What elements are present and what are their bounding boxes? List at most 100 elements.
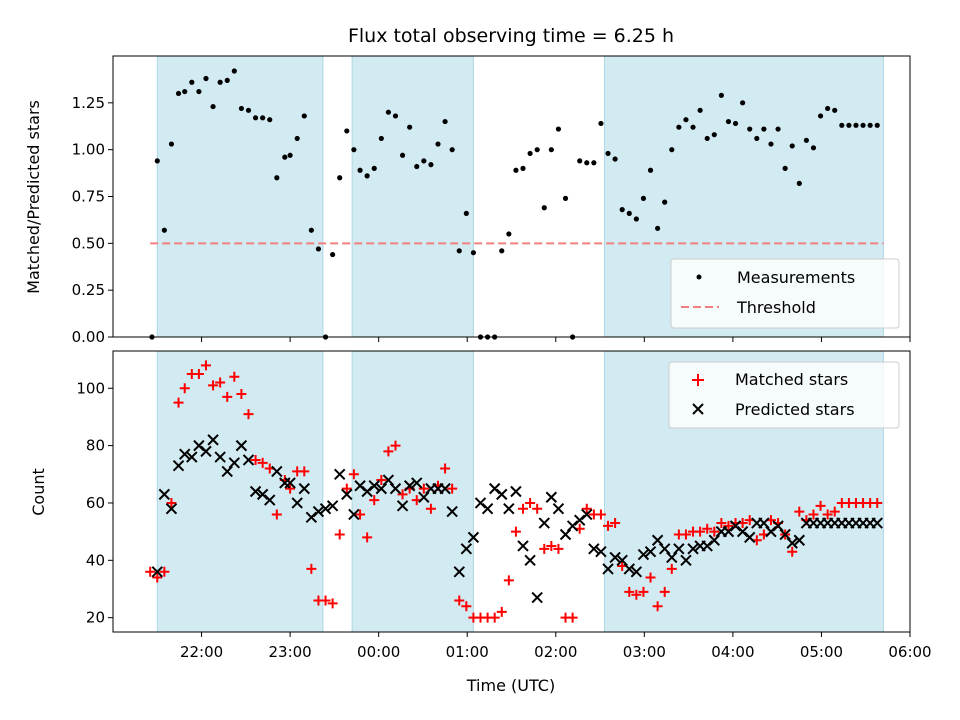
measurement-point <box>435 141 441 147</box>
x-tick-label: 04:00 <box>711 643 754 661</box>
matched-stars-point <box>440 463 451 474</box>
matched-stars-point <box>822 509 833 520</box>
legend-threshold-label: Threshold <box>736 298 816 317</box>
predicted-stars-point <box>496 488 508 501</box>
predicted-stars-point <box>200 445 212 458</box>
measurement-point <box>789 143 795 149</box>
measurement-point <box>392 113 399 119</box>
predicted-stars-point <box>284 477 296 489</box>
measurement-point <box>832 107 838 113</box>
matched-stars-point <box>285 483 296 494</box>
y-tick-label: 0.50 <box>72 234 105 252</box>
measurement-point <box>555 126 562 132</box>
predicted-stars-point <box>786 537 798 549</box>
predicted-stars-point <box>186 451 198 463</box>
measurement-point <box>803 137 809 143</box>
predicted-stars-point <box>644 546 657 558</box>
measurement-point <box>294 135 300 142</box>
matched-stars-point <box>787 546 798 557</box>
matched-stars-point <box>539 543 550 554</box>
y-tick-label: 60 <box>86 494 105 512</box>
matched-stars-point <box>250 454 261 465</box>
measurement-point <box>414 163 420 170</box>
measurement-point <box>428 162 434 168</box>
measurement-point <box>168 141 175 147</box>
predicted-stars-point <box>637 548 650 561</box>
predicted-stars-point <box>538 517 550 529</box>
matched-stars-point <box>369 495 380 506</box>
measurement-point <box>633 216 639 222</box>
predicted-stars-point <box>249 485 262 498</box>
predicted-stars-point <box>333 468 346 481</box>
predicted-stars-point <box>151 566 163 578</box>
measurement-point <box>399 152 406 158</box>
matched-stars-point <box>510 526 521 537</box>
predicted-stars-point <box>221 465 233 478</box>
predicted-stars-point <box>871 517 883 529</box>
matched-stars-point <box>532 503 543 514</box>
measurement-point <box>154 158 160 164</box>
measurement-point <box>754 135 760 142</box>
measurement-point <box>839 122 845 128</box>
predicted-stars-point <box>207 434 219 446</box>
predicted-stars-point <box>623 563 635 575</box>
predicted-stars-point <box>319 502 332 515</box>
matched-stars-point <box>390 440 401 451</box>
predicted-stars-point <box>531 591 543 604</box>
legend-measurements-label: Measurements <box>737 268 855 287</box>
measurement-point <box>407 124 413 130</box>
matched-stars-point <box>425 503 436 514</box>
matched-stars-point <box>362 532 373 543</box>
predicted-stars-point <box>439 482 451 495</box>
measurement-point <box>605 150 611 157</box>
measurement-point <box>732 120 739 127</box>
predicted-stars-point <box>341 488 353 501</box>
bottom-legend-box <box>668 361 900 429</box>
measurement-point <box>344 128 350 134</box>
measurement-point <box>874 122 880 128</box>
measurement-point <box>231 68 237 74</box>
measurement-point <box>725 118 732 125</box>
predicted-stars-point <box>602 563 614 575</box>
matched-stars-point <box>829 506 840 517</box>
x-tick-label: 01:00 <box>446 643 489 661</box>
y-tick-label: 0.00 <box>72 328 105 346</box>
x-tick-label: 22:00 <box>180 643 223 661</box>
predicted-stars-point <box>467 531 480 544</box>
y-tick-label: 20 <box>86 609 105 627</box>
predicted-stars-point <box>630 566 643 578</box>
predicted-stars-point <box>411 477 423 489</box>
x-tick-label: 06:00 <box>888 643 931 661</box>
matched-stars-point <box>200 360 211 371</box>
measurement-point <box>238 105 245 112</box>
predicted-stars-point <box>552 502 565 515</box>
measurement-point <box>351 147 357 153</box>
measurement-point <box>364 173 370 179</box>
measurement-point <box>867 122 873 128</box>
matched-stars-point <box>581 503 592 514</box>
predicted-stars-point <box>779 528 791 541</box>
matched-stars-point <box>145 566 156 577</box>
measurement-point <box>463 210 469 216</box>
observing-interval-band <box>351 350 474 633</box>
measurement-point <box>810 145 817 151</box>
bottom-legend: Matched stars Predicted stars <box>668 361 900 429</box>
matched-stars-point <box>794 506 805 517</box>
predicted-stars-point <box>298 482 310 495</box>
y-tick-label: 1.25 <box>72 94 105 112</box>
measurement-point <box>541 205 547 211</box>
measurement-point <box>287 152 293 158</box>
predicted-stars-point <box>453 566 465 578</box>
predicted-stars-point <box>481 502 494 515</box>
measurement-point <box>669 147 675 153</box>
measurement-point <box>747 126 753 132</box>
legend-predicted-marker <box>692 403 704 415</box>
predicted-stars-point <box>616 554 628 567</box>
measurement-point <box>421 158 427 164</box>
matched-stars-point <box>208 380 219 391</box>
matched-stars-point <box>680 529 691 540</box>
measurement-point <box>330 251 336 258</box>
predicted-stars-point <box>517 540 529 552</box>
predicted-stars-point <box>228 457 241 469</box>
